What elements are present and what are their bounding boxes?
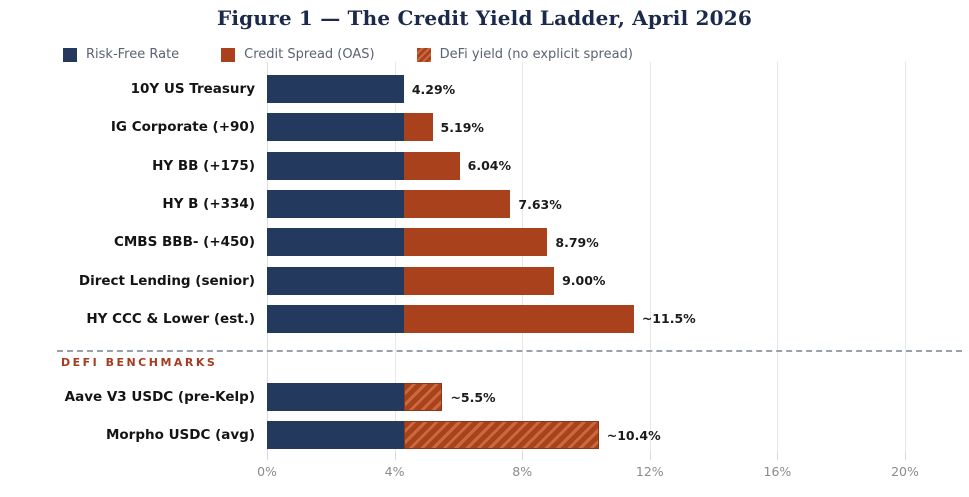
row-category-label: CMBS BBB- (+450)	[113, 234, 255, 251]
bar-segment-risk-free	[267, 266, 404, 295]
gridline-20pct	[905, 62, 906, 452]
chart-row: CMBS BBB- (+450) 8.79%	[0, 223, 969, 261]
bar-segment-risk-free	[267, 383, 404, 412]
bar-segment-credit-spread	[403, 151, 460, 180]
row-category-label: HY CCC & Lower (est.)	[86, 310, 255, 327]
bar-segment-risk-free	[267, 304, 404, 333]
stacked-bar	[267, 228, 548, 257]
bar-value-label: ~5.5%	[450, 389, 496, 405]
legend-label-risk-free: Risk-Free Rate	[86, 47, 180, 62]
legend-item-credit-spread: Credit Spread (OAS)	[221, 47, 375, 62]
legend-label-credit-spread: Credit Spread (OAS)	[244, 47, 375, 62]
chart-row: Direct Lending (senior) 9.00%	[0, 261, 969, 299]
bar-segment-credit-spread	[403, 190, 511, 219]
x-tick-label: 12%	[635, 464, 664, 479]
bar-wrap: ~11.5%	[267, 304, 696, 333]
tick-mark-20pct	[905, 452, 906, 460]
bar-wrap: ~5.5%	[267, 383, 496, 412]
bar-segment-risk-free	[267, 113, 404, 142]
legend: Risk-Free Rate Credit Spread (OAS) DeFi …	[63, 47, 633, 62]
bar-value-label: 9.00%	[562, 273, 606, 289]
bar-wrap: 9.00%	[267, 266, 606, 295]
bar-wrap: 5.19%	[267, 113, 484, 142]
stacked-bar	[267, 383, 443, 412]
bar-segment-credit-spread	[403, 266, 555, 295]
x-tick-label: 20%	[891, 464, 919, 479]
chart-row: Morpho USDC (avg) ~10.4%	[0, 416, 969, 454]
legend-swatch-credit-spread-icon	[221, 47, 236, 62]
legend-item-defi-yield: DeFi yield (no explicit spread)	[416, 47, 633, 62]
bar-wrap: 4.29%	[267, 75, 456, 104]
bar-segment-risk-free	[267, 228, 404, 257]
bar-segment-risk-free	[267, 75, 404, 104]
bar-wrap: 8.79%	[267, 228, 599, 257]
tick-mark-4pct	[394, 452, 396, 460]
stacked-bar	[267, 75, 404, 104]
legend-swatch-risk-free-icon	[63, 47, 77, 62]
row-category-label: 10Y US Treasury	[130, 81, 255, 98]
bar-segment-credit-spread	[403, 113, 433, 142]
gridline-8pct	[522, 62, 524, 452]
bar-value-label: 7.63%	[518, 196, 562, 212]
chart-row: 10Y US Treasury 4.29%	[0, 70, 969, 108]
bar-segment-risk-free	[267, 421, 404, 450]
tick-mark-0pct	[267, 452, 268, 460]
stacked-bar	[267, 151, 460, 180]
stacked-bar	[267, 190, 511, 219]
stacked-bar	[267, 421, 599, 450]
x-tick-label: 16%	[763, 464, 792, 479]
x-tick-label: 4%	[384, 464, 405, 479]
legend-item-risk-free-rate: Risk-Free Rate	[63, 47, 179, 62]
chart-row: Aave V3 USDC (pre-Kelp) ~5.5%	[0, 378, 969, 416]
bar-wrap: ~10.4%	[267, 421, 661, 450]
x-tick-label: 8%	[512, 464, 533, 479]
stacked-bar	[267, 266, 555, 295]
legend-swatch-defi-yield-icon	[416, 47, 431, 62]
row-category-label: HY BB (+175)	[152, 157, 255, 174]
bar-value-label: 8.79%	[555, 234, 599, 250]
defi-section-label: DEFI BENCHMARKS	[61, 356, 218, 369]
tick-mark-8pct	[522, 452, 524, 460]
bar-segment-risk-free	[267, 151, 404, 180]
bar-wrap: 6.04%	[267, 151, 512, 180]
stacked-bar	[267, 113, 433, 142]
stacked-bar	[267, 304, 634, 333]
tick-mark-16pct	[777, 452, 779, 460]
gridline-0pct	[267, 62, 268, 452]
row-category-label: HY B (+334)	[162, 196, 255, 213]
bar-segment-credit-spread	[403, 228, 548, 257]
chart-row: HY B (+334) 7.63%	[0, 185, 969, 223]
legend-label-defi-yield: DeFi yield (no explicit spread)	[439, 47, 633, 62]
gridline-12pct	[649, 62, 651, 452]
bar-value-label: ~11.5%	[641, 311, 696, 327]
gridline-16pct	[777, 62, 779, 452]
row-category-label: Morpho USDC (avg)	[105, 427, 255, 444]
bar-value-label: 5.19%	[440, 119, 484, 135]
bar-segment-defi-yield	[403, 421, 599, 450]
gridline-4pct	[394, 62, 396, 452]
row-category-label: Aave V3 USDC (pre-Kelp)	[64, 389, 255, 406]
chart-row: IG Corporate (+90) 5.19%	[0, 108, 969, 146]
bar-segment-risk-free	[267, 190, 404, 219]
bar-rows-traditional-credit: 10Y US Treasury 4.29% IG Corporate (+90) 5.…	[0, 70, 969, 338]
chart-row: HY BB (+175) 6.04%	[0, 147, 969, 185]
chart-title: Figure 1 — The Credit Yield Ladder, Apri…	[216, 6, 753, 30]
bar-segment-defi-yield	[403, 383, 443, 412]
bar-rows-defi-benchmarks: Aave V3 USDC (pre-Kelp) ~5.5% Morpho USDC …	[0, 378, 969, 455]
bar-value-label: 6.04%	[467, 158, 512, 174]
x-tick-label: 0%	[257, 464, 277, 479]
row-category-label: Direct Lending (senior)	[78, 272, 255, 289]
bar-value-label: 4.29%	[411, 81, 456, 97]
row-category-label: IG Corporate (+90)	[110, 119, 255, 136]
defi-separator-dashed-line	[57, 350, 962, 352]
bar-value-label: ~10.4%	[606, 427, 661, 443]
bar-wrap: 7.63%	[267, 190, 562, 219]
bar-segment-credit-spread	[403, 304, 634, 333]
chart-row: HY CCC & Lower (est.) ~11.5%	[0, 300, 969, 338]
tick-mark-12pct	[649, 452, 651, 460]
